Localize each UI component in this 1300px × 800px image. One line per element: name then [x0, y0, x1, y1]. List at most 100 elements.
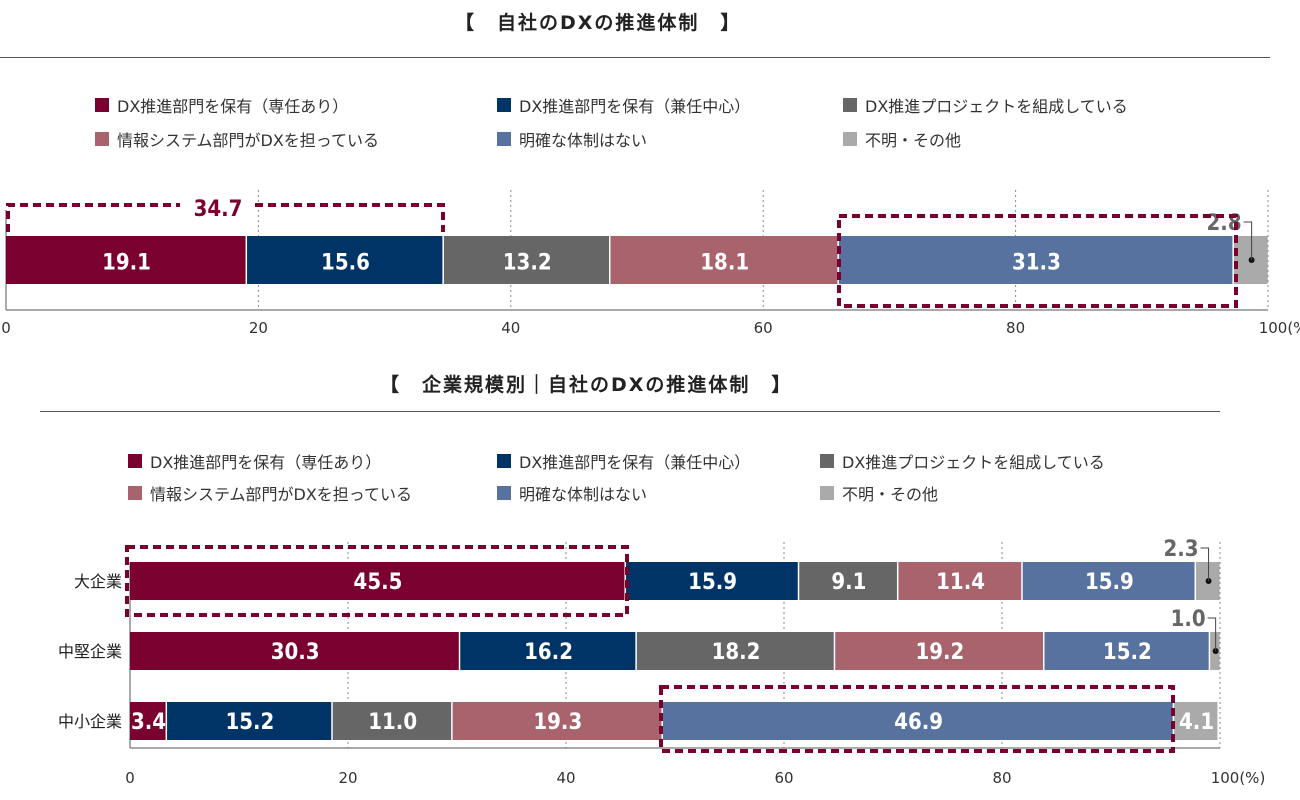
- data-label: 18.1: [700, 251, 749, 276]
- chart1-title: 【 自社のDXの推進体制 】: [455, 12, 742, 34]
- bar-segment: [167, 702, 332, 740]
- legend-item: 情報システム部門がDXを担っている: [95, 127, 379, 151]
- x-tick-label: 100(%): [1211, 769, 1266, 787]
- annotation-total: 34.7: [194, 197, 243, 222]
- data-label: 15.9: [688, 570, 737, 595]
- data-label: 1.0: [1171, 607, 1206, 632]
- x-tick-label: 20: [249, 319, 268, 337]
- legend-label: 情報システム部門がDXを担っている: [150, 485, 413, 504]
- legend-item: DX推進部門を保有（専任あり）: [95, 93, 348, 117]
- bar-segment: [452, 702, 662, 740]
- bar-segment: [835, 632, 1044, 670]
- bar-segment: [1174, 702, 1218, 740]
- bar-segment: [1044, 632, 1209, 670]
- x-tick-label: 20: [338, 769, 357, 787]
- x-tick-label: 80: [992, 769, 1011, 787]
- x-tick-label: 100(%): [1259, 319, 1300, 337]
- x-tick-label: 60: [754, 319, 773, 337]
- legend-swatch: [128, 486, 142, 500]
- bar-segment: [799, 562, 897, 600]
- legend-item: 不明・その他: [843, 127, 961, 151]
- highlight-bracket: [6, 203, 445, 232]
- data-label: 16.2: [524, 640, 573, 665]
- legend-label: DX推進部門を保有（専任あり）: [150, 453, 382, 472]
- x-tick-label: 0: [1, 319, 11, 337]
- chart2-divider: [40, 411, 1220, 412]
- legend-swatch: [843, 98, 857, 112]
- data-label: 19.2: [915, 640, 964, 665]
- bar-segment: [6, 236, 246, 284]
- highlight-box: [837, 214, 1238, 308]
- data-label: 2.3: [1163, 537, 1198, 562]
- bar-segment: [898, 562, 1022, 600]
- legend-label: DX推進部門を保有（専任あり）: [117, 97, 349, 116]
- data-label: 9.1: [831, 570, 866, 595]
- data-label: 19.3: [533, 710, 582, 735]
- data-label: 11.0: [368, 710, 417, 735]
- category-label: 中堅企業: [58, 642, 122, 661]
- x-tick-label: 40: [501, 319, 520, 337]
- legend-item: 情報システム部門がDXを担っている: [128, 481, 412, 505]
- legend-label: 不明・その他: [865, 131, 962, 150]
- category-label: 大企業: [74, 572, 122, 591]
- data-label: 18.2: [712, 640, 761, 665]
- chart1-divider: [0, 57, 1270, 58]
- bar-segment: [663, 702, 1173, 740]
- legend-swatch: [497, 454, 511, 468]
- data-label: 13.2: [503, 251, 552, 276]
- highlight-box: [125, 545, 629, 617]
- callout-line: [1207, 617, 1217, 651]
- data-label: 31.3: [1012, 251, 1061, 276]
- data-label: 4.1: [1179, 710, 1214, 735]
- bar-segment: [130, 702, 166, 740]
- legend-item: DX推進プロジェクトを組成している: [820, 449, 1105, 473]
- data-label: 19.1: [102, 251, 151, 276]
- data-label: 15.2: [1103, 640, 1152, 665]
- bar-segment: [247, 236, 443, 284]
- legend-label: 情報システム部門がDXを担っている: [117, 131, 380, 150]
- legend-label: 明確な体制はない: [519, 485, 648, 504]
- callout-line: [1243, 221, 1253, 260]
- bar-segment: [130, 562, 625, 600]
- data-label: 3.4: [131, 710, 166, 735]
- data-label: 15.6: [321, 251, 370, 276]
- x-tick-label: 0: [125, 769, 135, 787]
- bar-segment: [1022, 562, 1195, 600]
- legend-item: DX推進プロジェクトを組成している: [843, 93, 1128, 117]
- x-tick-label: 60: [774, 769, 793, 787]
- legend-item: 明確な体制はない: [497, 127, 647, 151]
- chart2-title: 【 企業規模別｜自社のDXの推進体制 】: [380, 374, 793, 396]
- bar-segment: [332, 702, 452, 740]
- data-label: 30.3: [271, 640, 320, 665]
- legend-swatch: [95, 132, 109, 146]
- data-label: 15.9: [1085, 570, 1134, 595]
- bar-segment: [610, 236, 838, 284]
- data-label: 15.2: [225, 710, 274, 735]
- legend-label: DX推進プロジェクトを組成している: [842, 453, 1105, 472]
- data-label: 46.9: [894, 710, 943, 735]
- legend-swatch: [497, 132, 511, 146]
- x-tick-label: 40: [556, 769, 575, 787]
- legend-swatch: [820, 454, 834, 468]
- legend-item: DX推進部門を保有（兼任中心）: [497, 449, 750, 473]
- legend-item: DX推進部門を保有（専任あり）: [128, 449, 381, 473]
- highlight-box: [659, 685, 1175, 753]
- bar-segment: [443, 236, 609, 284]
- bar-segment: [130, 632, 459, 670]
- legend-label: DX推進部門を保有（兼任中心）: [519, 97, 751, 116]
- callout-line: [1200, 547, 1210, 581]
- legend-label: 不明・その他: [842, 485, 939, 504]
- bar-segment: [625, 562, 798, 600]
- legend-item: 不明・その他: [820, 481, 938, 505]
- legend-item: DX推進部門を保有（兼任中心）: [497, 93, 750, 117]
- x-tick-label: 80: [1006, 319, 1025, 337]
- legend-swatch: [497, 98, 511, 112]
- legend-label: DX推進プロジェクトを組成している: [865, 97, 1128, 116]
- legend-item: 明確な体制はない: [497, 481, 647, 505]
- legend-label: DX推進部門を保有（兼任中心）: [519, 453, 751, 472]
- data-label: 45.5: [354, 570, 403, 595]
- data-label: 11.4: [936, 570, 985, 595]
- legend-swatch: [497, 486, 511, 500]
- legend-label: 明確な体制はない: [519, 131, 648, 150]
- bar-segment: [636, 632, 834, 670]
